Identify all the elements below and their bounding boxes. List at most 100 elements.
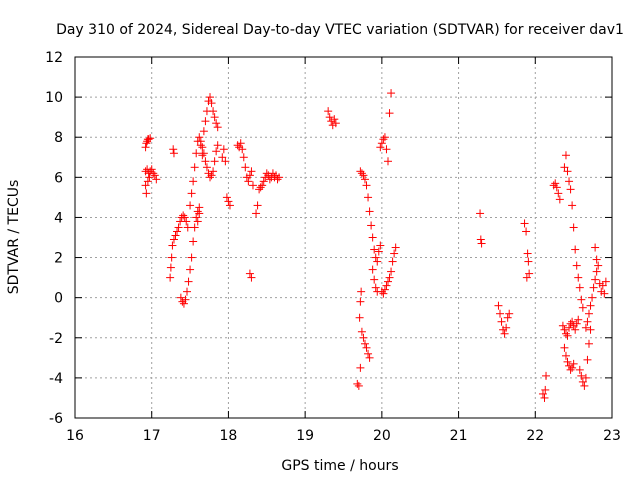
data-point	[588, 293, 597, 302]
data-point	[568, 317, 577, 326]
data-point	[566, 365, 575, 374]
data-point	[325, 113, 334, 122]
data-point	[166, 273, 175, 282]
data-point	[187, 253, 196, 262]
data-point	[383, 277, 392, 286]
data-point	[324, 107, 333, 116]
data-point	[522, 273, 531, 282]
data-point	[222, 193, 231, 202]
data-point	[259, 177, 268, 186]
data-point	[577, 371, 586, 380]
data-point	[206, 93, 215, 102]
data-point	[239, 153, 248, 162]
data-point	[198, 151, 207, 160]
data-point	[502, 323, 511, 332]
data-point	[356, 297, 365, 306]
data-point	[476, 209, 485, 218]
data-point	[551, 179, 560, 188]
data-point	[245, 269, 254, 278]
data-point	[522, 227, 531, 236]
data-point	[213, 123, 222, 132]
data-point	[365, 207, 374, 216]
data-point	[581, 373, 590, 382]
data-point	[171, 231, 180, 240]
x-tick-label: 23	[603, 428, 621, 444]
data-point	[273, 175, 282, 184]
data-point	[193, 217, 202, 226]
data-point	[380, 285, 389, 294]
data-point	[578, 303, 587, 312]
data-point	[583, 355, 592, 364]
data-point	[390, 249, 399, 258]
data-point	[391, 243, 400, 252]
data-point	[150, 171, 159, 180]
data-point	[199, 127, 208, 136]
data-point	[568, 201, 577, 210]
data-point	[202, 163, 211, 172]
data-point	[385, 109, 394, 118]
data-point	[176, 293, 185, 302]
data-point	[183, 287, 192, 296]
y-tick-label: -4	[49, 371, 63, 387]
data-point	[141, 181, 150, 190]
data-point	[210, 157, 219, 166]
y-tick-label: 6	[54, 170, 63, 186]
data-point	[569, 359, 578, 368]
data-point	[552, 183, 561, 192]
data-point	[187, 189, 196, 198]
data-point	[600, 289, 609, 298]
data-point	[591, 243, 600, 252]
data-point	[365, 353, 374, 362]
data-point	[209, 107, 218, 116]
data-point	[219, 145, 228, 154]
data-point	[193, 207, 202, 216]
data-point	[330, 115, 339, 124]
data-point	[207, 171, 216, 180]
data-point	[575, 365, 584, 374]
data-point	[252, 209, 261, 218]
data-point	[581, 323, 590, 332]
data-point	[383, 157, 392, 166]
data-point	[388, 257, 397, 266]
data-point	[245, 171, 254, 180]
data-point	[566, 185, 575, 194]
data-point	[376, 241, 385, 250]
y-tick-label: 4	[54, 210, 63, 226]
data-point	[167, 253, 176, 262]
data-point	[503, 313, 512, 322]
data-point	[360, 175, 369, 184]
data-point	[387, 267, 396, 276]
data-point	[179, 211, 188, 220]
x-tick-label: 18	[220, 428, 238, 444]
x-tick-label: 16	[66, 428, 84, 444]
y-tick-label: 10	[45, 90, 63, 106]
data-point	[174, 223, 183, 232]
data-point	[571, 245, 580, 254]
x-tick-label: 22	[526, 428, 544, 444]
data-point	[207, 99, 216, 108]
data-point	[367, 221, 376, 230]
data-point	[601, 277, 610, 286]
data-point	[500, 329, 509, 338]
data-point	[146, 134, 155, 143]
data-point	[182, 217, 191, 226]
data-point	[565, 323, 574, 332]
data-point	[256, 183, 265, 192]
data-point	[212, 119, 221, 128]
data-point	[505, 309, 514, 318]
data-point	[209, 167, 218, 176]
grid-lines	[75, 57, 612, 418]
data-point	[364, 349, 373, 358]
data-point	[379, 135, 388, 144]
data-point	[221, 157, 230, 166]
data-point	[181, 295, 190, 304]
data-point	[190, 163, 199, 172]
data-point	[186, 201, 195, 210]
data-point	[572, 319, 581, 328]
data-point	[357, 327, 366, 336]
data-point	[353, 379, 362, 388]
data-point	[210, 113, 219, 122]
data-point	[275, 173, 284, 182]
data-point	[563, 331, 572, 340]
data-point	[179, 299, 188, 308]
